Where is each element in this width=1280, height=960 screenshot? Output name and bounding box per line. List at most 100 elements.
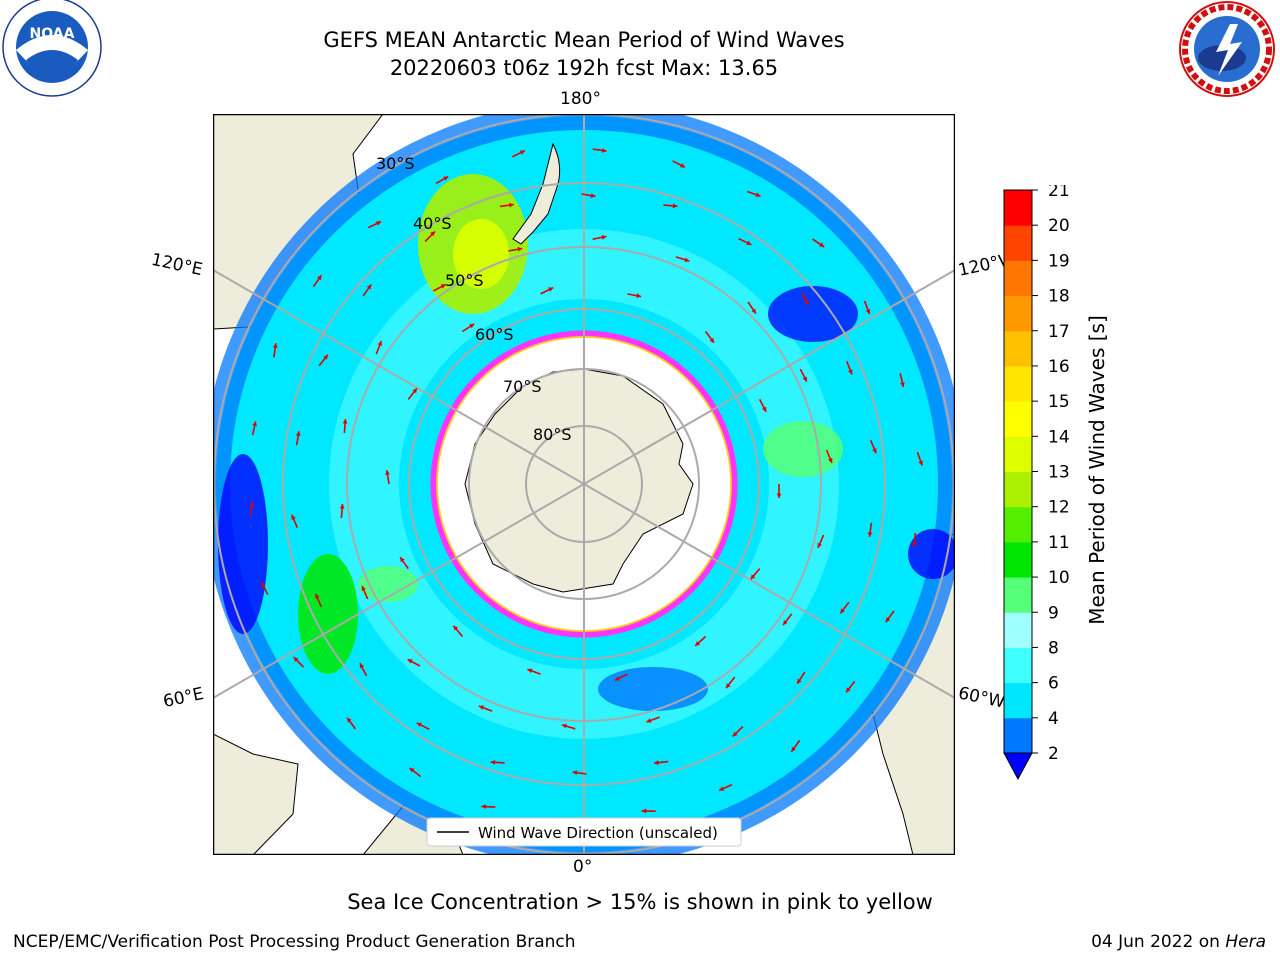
- wind-arrow-head: [797, 678, 802, 684]
- wind-arrow-head: [918, 460, 923, 466]
- wind-arrow-head: [409, 768, 415, 773]
- colorbar-segment: [1004, 365, 1032, 402]
- colorbar-segment: [1004, 506, 1032, 543]
- wind-arrow-head: [684, 257, 690, 262]
- wind-arrow-head: [272, 343, 278, 348]
- wind-arrow-head: [750, 574, 756, 580]
- wind-arrow-head: [672, 203, 678, 209]
- wind-arrow-head: [453, 625, 459, 631]
- wind-arrow-head: [817, 542, 822, 548]
- colorbar-tick-label: 20: [1048, 216, 1070, 236]
- chart-title: GEFS MEAN Antarctic Mean Period of Wind …: [323, 28, 845, 52]
- colorbar-segment: [1004, 682, 1032, 719]
- wind-arrow-head: [751, 308, 756, 314]
- wind-arrow-head: [400, 557, 405, 563]
- wind-arrow-head: [561, 723, 567, 729]
- wind-arrow-head: [828, 458, 833, 463]
- nws-logo: [1179, 1, 1275, 97]
- wind-arrow-head: [601, 148, 607, 153]
- wind-arrow-head: [848, 369, 853, 375]
- wind-arrow-head: [840, 608, 845, 614]
- wind-arrow-head: [293, 657, 299, 662]
- wind-arrow-head: [614, 676, 620, 681]
- wind-arrow-head: [407, 659, 413, 664]
- colorbar-tick-label: 11: [1048, 533, 1070, 553]
- wind-arrow-head: [872, 448, 877, 454]
- sea-ice-note: Sea Ice Concentration > 15% is shown in …: [347, 890, 933, 914]
- lat-label-50s: 50°S: [445, 271, 484, 290]
- wind-arrow-head: [509, 202, 514, 208]
- wind-arrow-head: [755, 192, 761, 197]
- wind-arrow-head: [732, 731, 738, 737]
- colorbar: 2 4 6 8 9 10 11 12 13 14 15 16 17 18 19 20 21: [1003, 185, 1070, 781]
- wind-arrow-head: [783, 620, 788, 625]
- wind-arrow-head: [252, 421, 257, 427]
- wind-arrow-head: [846, 687, 851, 693]
- colorbar-segment: [1004, 260, 1032, 297]
- wind-arrow-head: [802, 376, 807, 382]
- lon-label-120e: 120°E: [149, 249, 205, 281]
- wind-arrow-head: [443, 176, 449, 181]
- colorbar-tick-label: 16: [1048, 357, 1070, 377]
- wind-arrow-head: [726, 683, 731, 689]
- colorbar-tick-label: 13: [1048, 463, 1070, 483]
- wind-arrow-head: [517, 246, 523, 252]
- colorbar-segment: [1004, 225, 1032, 261]
- map-legend: Wind Wave Direction (unscaled): [426, 817, 742, 847]
- wind-arrow-head: [317, 275, 322, 281]
- wind-arrow-head: [791, 746, 796, 752]
- colorbar-segment: [1004, 612, 1032, 648]
- wind-arrow-head: [323, 354, 328, 360]
- wind-arrow-head: [339, 504, 345, 509]
- land-new-zealand: [512, 142, 561, 245]
- wind-arrow-head: [490, 760, 496, 765]
- chart-subtitle-run-info: 20220603 t06z 192h fcst Max: 13.65: [389, 56, 779, 80]
- wind-arrow-head: [361, 586, 366, 591]
- wind-arrow-head: [641, 808, 647, 814]
- colorbar-segment: [1004, 401, 1032, 437]
- lon-label-180: 180°: [560, 89, 601, 109]
- wind-arrow-head: [762, 406, 767, 412]
- wind-arrow-head: [519, 150, 525, 155]
- colorbar-segment: [1004, 295, 1032, 332]
- wind-arrow-head: [385, 470, 390, 475]
- colorbar-tick-label: 19: [1048, 251, 1070, 271]
- wind-arrow-head: [347, 717, 352, 723]
- wind-arrow-head: [291, 514, 296, 520]
- wind-arrow-head: [590, 193, 596, 198]
- colorbar-tick-label: 17: [1048, 322, 1070, 342]
- wind-arrow-head: [249, 501, 255, 507]
- wind-arrow-head: [819, 242, 825, 247]
- wind-arrow-head: [654, 760, 659, 765]
- wind-arrow-head: [295, 431, 301, 437]
- colorbar-tick-label: 8: [1048, 638, 1059, 658]
- polar-map: 30°S 40°S 50°S 60°S 70°S 80°S Wind Wave …: [213, 114, 955, 855]
- wind-arrow-head: [377, 341, 382, 346]
- wind-arrow-head: [746, 240, 752, 245]
- lon-label-60w: 60°W: [956, 683, 1007, 713]
- wind-arrow-head: [469, 323, 475, 329]
- lat-label-60s: 60°S: [475, 325, 514, 344]
- colorbar-tick-label: 15: [1048, 392, 1070, 412]
- wind-arrow-head: [359, 663, 365, 669]
- wind-arrow-head: [479, 705, 484, 710]
- wind-arrow-head: [804, 299, 809, 305]
- colorbar-tick-label: 6: [1048, 674, 1059, 694]
- wind-arrow-head: [548, 287, 554, 292]
- footer-machine: Hera: [1225, 932, 1266, 952]
- wind-arrow-head: [440, 284, 446, 289]
- wind-arrow-head: [900, 382, 905, 387]
- land-africa: [213, 733, 299, 855]
- lat-label-30s: 30°S: [376, 154, 415, 173]
- wind-arrow-head: [481, 804, 486, 809]
- wind-arrow-head: [315, 593, 320, 599]
- legend-label: Wind Wave Direction (unscaled): [478, 824, 718, 842]
- colorbar-tick-label: 9: [1048, 603, 1059, 623]
- lat-label-40s: 40°S: [413, 214, 452, 233]
- footer-date: 04 Jun 2022 on Hera: [1091, 932, 1266, 952]
- wind-arrow-head: [695, 641, 701, 646]
- colorbar-segment: [1004, 330, 1032, 367]
- colorbar-segment: [1004, 541, 1032, 578]
- wind-arrow-head: [342, 419, 348, 424]
- lon-label-0: 0°: [573, 857, 593, 877]
